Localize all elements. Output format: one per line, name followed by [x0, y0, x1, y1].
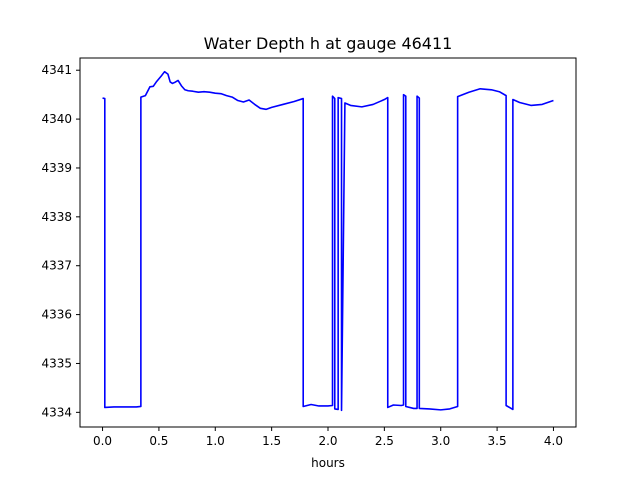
x-tick-label: 3.0	[431, 434, 450, 448]
x-tick-label: 2.5	[375, 434, 394, 448]
x-tick-label: 1.0	[206, 434, 225, 448]
x-tick-label: 4.0	[544, 434, 563, 448]
y-tick-label: 4341	[41, 63, 72, 77]
x-axis: 0.0 0.5 1.0 1.5 2.0 2.5 3.0 3.5 4.0	[93, 427, 563, 448]
chart-title: Water Depth h at gauge 46411	[204, 34, 453, 53]
y-tick-label: 4339	[41, 161, 72, 175]
y-tick-label: 4334	[41, 405, 72, 419]
y-tick-label: 4335	[41, 356, 72, 370]
x-axis-label: hours	[311, 456, 345, 470]
x-tick-label: 3.5	[488, 434, 507, 448]
y-tick-label: 4337	[41, 259, 72, 273]
y-axis: 4334 4335 4336 4337 4338 4339 4340 4341	[41, 63, 80, 419]
x-tick-label: 0.0	[93, 434, 112, 448]
x-tick-label: 1.5	[262, 434, 281, 448]
x-tick-label: 2.0	[318, 434, 337, 448]
y-tick-label: 4338	[41, 210, 72, 224]
x-tick-label: 0.5	[149, 434, 168, 448]
series-line	[102, 70, 554, 412]
y-tick-label: 4336	[41, 308, 72, 322]
series-group	[102, 70, 554, 412]
y-tick-label: 4340	[41, 112, 72, 126]
